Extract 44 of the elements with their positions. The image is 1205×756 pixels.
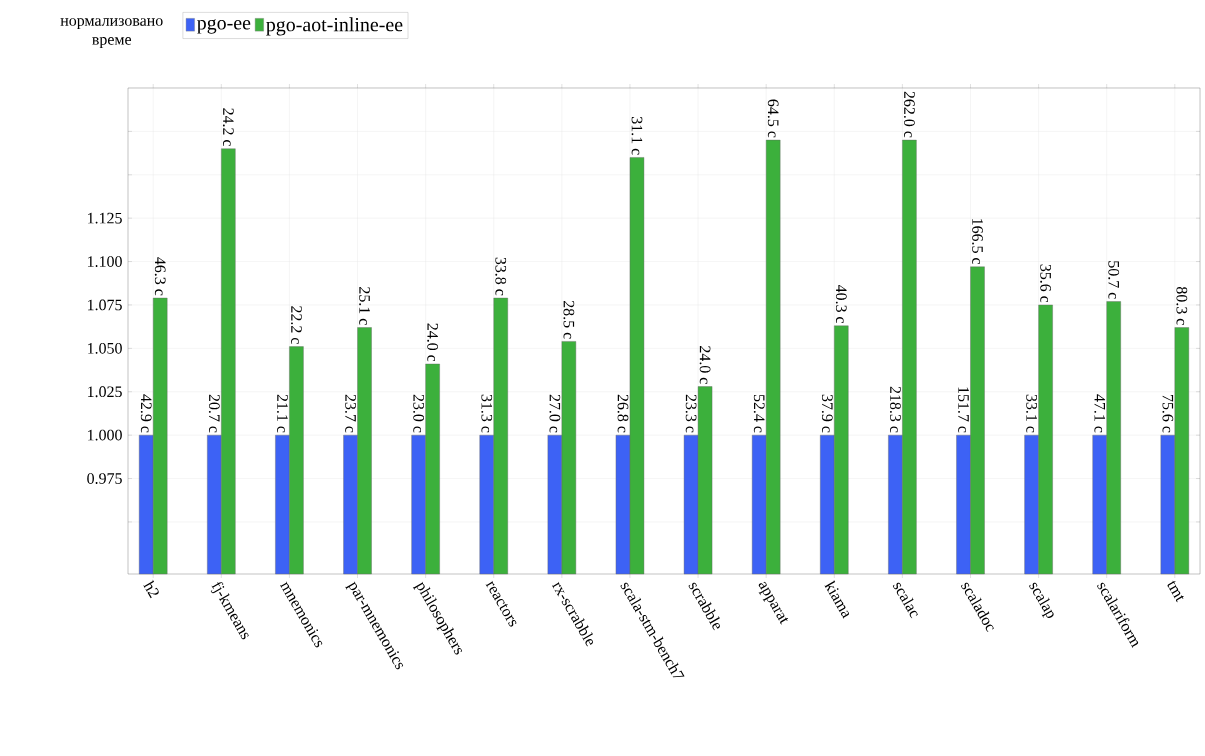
annotation: 24.0 с (699, 346, 711, 384)
annotation: 166.5 с (972, 219, 983, 265)
annotation: 31.3 с (481, 394, 493, 433)
annotation: 75.6 с (1162, 395, 1174, 433)
annotation: 33.8 с (495, 257, 507, 296)
annotation: 28.5 с (563, 300, 575, 339)
annotation: 40.3 с (835, 284, 847, 324)
annotation: 23.7 с (345, 394, 356, 433)
annotation: 20.7 с (208, 394, 220, 433)
annotation: 24.2 с (222, 108, 234, 147)
y-tick-label: 1.000 (88, 429, 122, 441)
annotation: 64.5 с (767, 99, 779, 138)
annotation: 23.0 с (413, 394, 425, 433)
annotation: 80.3 с (1176, 286, 1188, 325)
y-tick-label: 1.075 (88, 299, 122, 311)
y-tick-label: 1.050 (88, 342, 122, 354)
x-tick-label: h2 (143, 579, 159, 599)
y-tick-label: 1.125 (88, 212, 122, 224)
annotation: 46.3 с (154, 257, 166, 296)
annotation: 50.7 с (1108, 261, 1120, 299)
annotation: 42.9 с (140, 394, 152, 433)
annotation: 52.4 с (753, 394, 765, 433)
y-tick-label: 0.975 (87, 473, 122, 484)
annotation: 25.1 с (359, 287, 370, 325)
annotation: 23.3 с (685, 394, 697, 433)
annotation: 218.3 с (889, 386, 901, 433)
annotation: 37.9 с (821, 394, 833, 433)
annotation: 35.6 с (1040, 264, 1051, 303)
annotation: 151.7 с (958, 387, 969, 433)
y-tick-label: 1.025 (88, 386, 122, 398)
y-tick-label: 1.100 (88, 256, 122, 267)
legend-label: pgo-aot-inline-ee (266, 17, 403, 36)
annotation: 47.1 с (1094, 394, 1106, 433)
annotation: 24.0 с (427, 323, 439, 362)
annotation: 22.2 с (291, 306, 302, 344)
annotation: 33.1 с (1026, 394, 1037, 433)
annotation: 27.0 с (549, 394, 561, 433)
x-tick-label: tmt (1167, 580, 1184, 603)
y-axis-title: нормализовано време (60, 18, 163, 49)
annotation: 26.8 с (617, 394, 629, 433)
annotation: 21.1 с (277, 394, 288, 433)
annotation: 262.0 с (903, 91, 915, 138)
annotation: 31.1 с (631, 117, 643, 155)
legend-label: pgo-ee (197, 19, 251, 34)
